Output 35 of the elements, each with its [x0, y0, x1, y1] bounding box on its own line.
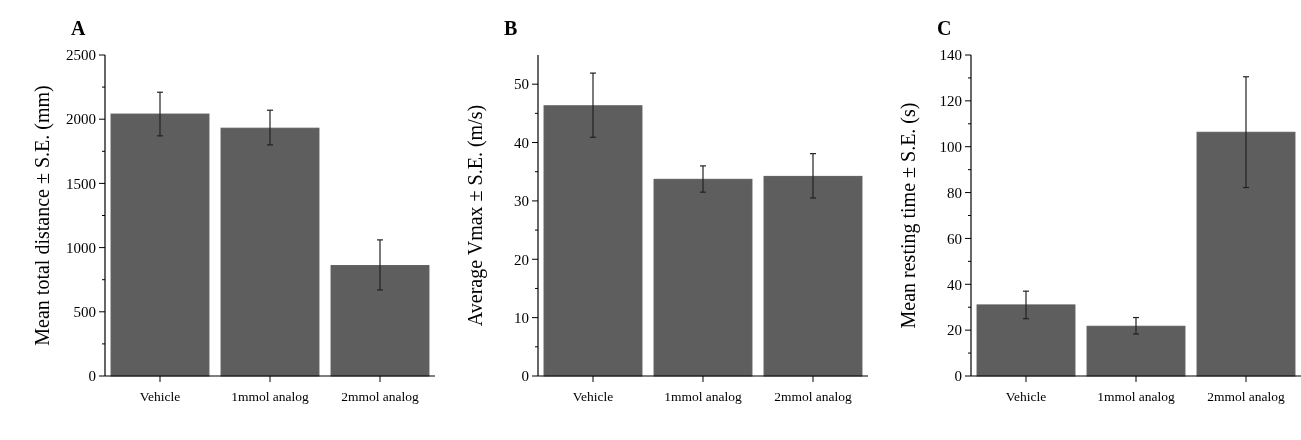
- x-tick-label: 2mmol analog: [774, 389, 853, 404]
- y-tick-label: 100: [939, 138, 962, 155]
- y-tick-label: 20: [947, 322, 962, 339]
- x-tick-label: 2mmol analog: [341, 389, 420, 404]
- y-tick-label: 2500: [66, 47, 96, 64]
- y-tick-label: 60: [947, 230, 962, 247]
- y-tick-label: 0: [88, 368, 96, 385]
- y-tick-label: 1500: [66, 175, 96, 192]
- x-tick-label: 1mmol analog: [664, 389, 743, 404]
- y-tick-label: 80: [947, 184, 962, 201]
- y-tick-label: 2000: [66, 111, 96, 128]
- y-tick-label: 0: [521, 368, 529, 385]
- x-tick-label: Vehicle: [572, 389, 614, 404]
- x-tick-label: Vehicle: [139, 389, 181, 404]
- y-tick-label: 1000: [66, 239, 96, 256]
- y-tick-label: 20: [514, 251, 529, 268]
- y-tick-label: 0: [954, 368, 962, 385]
- chart-title: A: [71, 17, 86, 39]
- chart-title: B: [504, 17, 518, 39]
- y-tick-label: 120: [939, 93, 962, 110]
- y-tick-label: 10: [514, 309, 529, 326]
- y-tick-label: 40: [947, 276, 962, 293]
- x-tick-label: Vehicle: [1005, 389, 1047, 404]
- x-tick-label: 1mmol analog: [1097, 389, 1176, 404]
- y-tick-label: 500: [73, 304, 96, 321]
- y-tick-label: 40: [514, 134, 529, 151]
- x-tick-label: 1mmol analog: [231, 389, 310, 404]
- chart-title: C: [937, 17, 952, 39]
- y-tick-label: 30: [514, 193, 529, 210]
- x-tick-label: 2mmol analog: [1207, 389, 1286, 404]
- y-tick-label: 140: [939, 47, 962, 64]
- y-axis-title: Mean resting time ± S.E. (s): [897, 102, 920, 329]
- y-axis-title: Average Vmax ± S.E. (m/s): [464, 104, 487, 327]
- y-tick-label: 50: [514, 76, 529, 93]
- y-axis-title: Mean total distance ± S.E. (mm): [31, 85, 54, 346]
